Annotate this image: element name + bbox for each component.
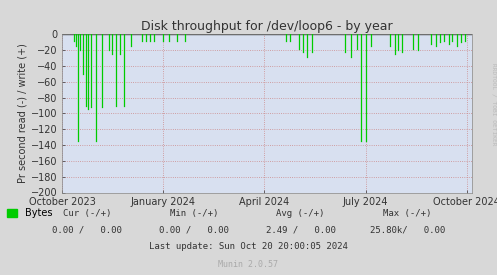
- Text: Max (-/+): Max (-/+): [383, 209, 432, 218]
- Title: Disk throughput for /dev/loop6 - by year: Disk throughput for /dev/loop6 - by year: [141, 20, 393, 33]
- Text: 2.49 /   0.00: 2.49 / 0.00: [266, 226, 335, 234]
- Text: 25.80k/   0.00: 25.80k/ 0.00: [370, 226, 445, 234]
- Y-axis label: Pr second read (-) / write (+): Pr second read (-) / write (+): [18, 43, 28, 183]
- Text: Munin 2.0.57: Munin 2.0.57: [219, 260, 278, 269]
- Text: 0.00 /   0.00: 0.00 / 0.00: [159, 226, 229, 234]
- Text: 0.00 /   0.00: 0.00 / 0.00: [52, 226, 122, 234]
- Text: Cur (-/+): Cur (-/+): [63, 209, 111, 218]
- Text: RRDTOOL / TOBI OETIKER: RRDTOOL / TOBI OETIKER: [491, 63, 496, 146]
- Text: Last update: Sun Oct 20 20:00:05 2024: Last update: Sun Oct 20 20:00:05 2024: [149, 242, 348, 251]
- Legend: Bytes: Bytes: [7, 208, 52, 218]
- Text: Min (-/+): Min (-/+): [169, 209, 218, 218]
- Text: Avg (-/+): Avg (-/+): [276, 209, 325, 218]
